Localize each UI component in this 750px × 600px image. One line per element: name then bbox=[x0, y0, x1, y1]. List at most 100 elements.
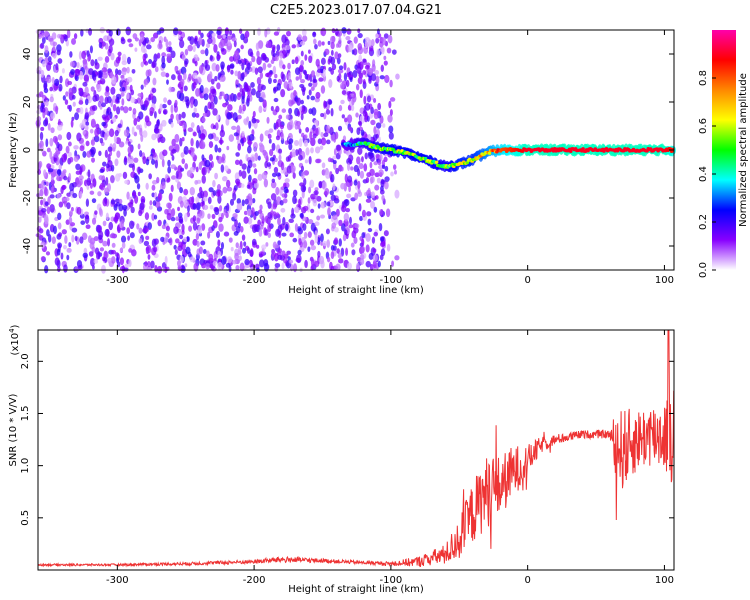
spectrogram-cell bbox=[193, 262, 199, 272]
spectrogram-cell bbox=[361, 232, 366, 239]
spectrogram-cell bbox=[147, 69, 152, 77]
spectrogram-cell bbox=[221, 156, 225, 163]
spectrogram-cell bbox=[235, 152, 240, 157]
snr-x-ticks: -300 -200 -100 0 100 bbox=[106, 330, 674, 586]
spectrogram-cell bbox=[148, 173, 152, 180]
spectrogram-cell bbox=[300, 79, 306, 84]
spectrogram-cell bbox=[281, 232, 287, 237]
colorbar-ticks: 0.0 0.2 0.4 0.6 0.8 bbox=[698, 70, 716, 278]
spectrogram-cell bbox=[140, 134, 144, 143]
spectrogram-cell bbox=[222, 102, 227, 108]
spectrogram-cell bbox=[221, 256, 227, 265]
spectrogram-cell bbox=[67, 151, 72, 157]
spectrogram-cell bbox=[266, 116, 270, 124]
spectrogram-cell bbox=[289, 232, 295, 238]
spectrogram-cell bbox=[238, 109, 241, 114]
spectrogram-cell bbox=[108, 29, 113, 37]
spectrogram-cell bbox=[218, 205, 223, 212]
spectrogram-cell bbox=[286, 250, 291, 255]
spectrogram-cell bbox=[76, 206, 82, 215]
spectrogram-cell bbox=[344, 199, 350, 207]
spectrogram-cell bbox=[255, 90, 261, 99]
spectrogram-cell bbox=[363, 163, 368, 172]
spectrogram-cell bbox=[199, 161, 205, 166]
spectrogram-cell bbox=[166, 79, 169, 85]
spectrogram-cell bbox=[130, 97, 136, 104]
spectrogram-cell bbox=[62, 95, 66, 101]
spectrogram-cell bbox=[184, 213, 188, 222]
spectrogram-cell bbox=[67, 80, 73, 86]
spectrogram-y-label: Frequency (Hz) bbox=[8, 112, 19, 188]
spectrogram-cell bbox=[184, 263, 188, 268]
spectrogram-cell bbox=[45, 251, 51, 256]
spectrogram-cell bbox=[50, 127, 55, 134]
spectrogram-cell bbox=[56, 175, 62, 182]
spectrogram-cell bbox=[199, 202, 204, 207]
spectrogram-cell bbox=[85, 121, 90, 126]
spectrogram-cell bbox=[283, 81, 289, 89]
spectrogram-cell bbox=[124, 155, 127, 163]
spectrogram-cell bbox=[114, 158, 119, 167]
spectrogram-cell bbox=[121, 60, 127, 66]
spectrogram-cell bbox=[329, 200, 334, 206]
spectrogram-cell bbox=[157, 42, 163, 50]
spectrogram-cell bbox=[323, 112, 327, 120]
spectrogram-cell bbox=[321, 41, 325, 46]
spectrogram-cell bbox=[308, 155, 312, 165]
spectrogram-cell bbox=[295, 149, 299, 156]
spectrogram-cell bbox=[70, 68, 76, 75]
spectrogram-cell bbox=[104, 96, 109, 105]
spectrogram-cell bbox=[362, 70, 367, 75]
spectrogram-cell bbox=[227, 39, 231, 47]
spectrogram-cell bbox=[40, 69, 45, 78]
spectrogram-cell bbox=[66, 254, 70, 261]
spectrogram-cell bbox=[61, 197, 65, 202]
spectrogram-cell bbox=[78, 178, 83, 186]
spectrogram-cell bbox=[364, 152, 368, 160]
spectrogram-cell bbox=[340, 99, 345, 105]
spectrogram-cell bbox=[276, 82, 282, 91]
spectrogram-cell bbox=[147, 222, 152, 230]
spectrogram-cell bbox=[96, 225, 103, 233]
spectrogram-cell bbox=[387, 34, 393, 44]
spectrogram-cell bbox=[319, 145, 324, 150]
spectrogram-cell bbox=[357, 28, 361, 34]
spectrogram-cell bbox=[246, 195, 250, 200]
spectrogram-cell bbox=[105, 212, 109, 221]
spectrogram-cell bbox=[364, 65, 370, 70]
spectrogram-cell bbox=[293, 89, 297, 97]
spectrogram-cell bbox=[298, 128, 302, 134]
spectrogram-cell bbox=[251, 224, 257, 234]
spectrogram-cell bbox=[97, 191, 102, 197]
spectrogram-cell bbox=[113, 203, 118, 211]
spectrogram-cell bbox=[213, 96, 218, 105]
spectrogram-cell bbox=[192, 72, 198, 79]
spectrogram-cell bbox=[309, 131, 313, 140]
spectrogram-cell bbox=[142, 53, 147, 61]
spectrogram-cell bbox=[315, 158, 321, 164]
spectrogram-cell bbox=[381, 37, 387, 46]
colorbar-tick-label: 0.6 bbox=[698, 118, 709, 134]
spectrogram-cell bbox=[210, 78, 215, 85]
spectrogram-cell bbox=[351, 230, 357, 239]
spectrogram-cell bbox=[373, 97, 377, 103]
spectrogram-cell bbox=[323, 132, 329, 138]
spectrogram-cell bbox=[316, 215, 321, 221]
spectrogram-cell bbox=[85, 224, 91, 230]
spectrogram-cell bbox=[341, 205, 347, 213]
spectrogram-cell bbox=[232, 259, 237, 265]
spectrogram-cell bbox=[55, 63, 59, 71]
spectrogram-cell bbox=[253, 168, 258, 175]
spectrogram-cell bbox=[280, 207, 286, 213]
spectrogram-cell bbox=[102, 220, 107, 227]
spectrogram-cell bbox=[164, 236, 169, 243]
spectrogram-cell bbox=[200, 49, 206, 55]
spectrogram-cell bbox=[196, 201, 201, 211]
spectrogram-cell bbox=[56, 193, 61, 199]
spectrogram-cell bbox=[153, 214, 158, 220]
spectrogram-cell bbox=[334, 131, 339, 140]
spectrogram-cell bbox=[188, 73, 192, 82]
spectrogram-cell bbox=[312, 198, 318, 207]
spectrogram-cell bbox=[73, 33, 78, 40]
spectrogram-cell bbox=[299, 40, 306, 46]
